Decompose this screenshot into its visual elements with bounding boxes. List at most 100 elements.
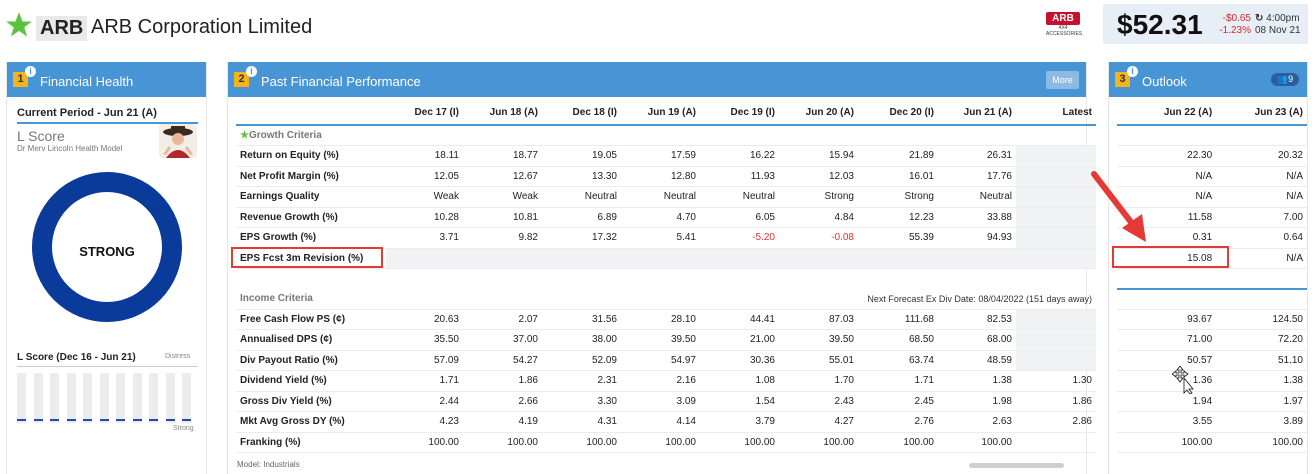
more-button[interactable]: More xyxy=(1046,71,1079,89)
refresh-icon[interactable]: ↻ xyxy=(1255,13,1264,24)
table-cell: 2.76 xyxy=(858,411,938,433)
date-text: 08 Nov 21 xyxy=(1255,25,1301,36)
table-cell: 1.86 xyxy=(463,370,542,392)
table-cell xyxy=(621,248,700,269)
lscore-donut: STRONG xyxy=(32,172,182,322)
price-change: -$0.65 -1.23% xyxy=(1219,13,1251,37)
table-cell xyxy=(700,248,779,269)
divider xyxy=(17,122,198,124)
table-cell: 9.82 xyxy=(463,227,542,249)
empty-cell xyxy=(779,125,858,146)
table-cell: -0.08 xyxy=(779,227,858,249)
lscore-level-marker xyxy=(149,419,158,421)
table-cell: 10.81 xyxy=(463,207,542,228)
table-cell: 2.43 xyxy=(779,391,858,412)
past-performance-panel: 2 i Past Financial Performance More Dec … xyxy=(227,62,1096,474)
table-row: Div Payout Ratio (%) 57.09 54.27 52.09 54.97… xyxy=(236,350,1096,371)
table-cell: Neutral xyxy=(542,186,621,208)
section-title-cell: Income Criteria xyxy=(236,288,386,310)
table-cell: 3.09 xyxy=(621,391,700,412)
row-label: Revenue Growth (%) xyxy=(236,207,386,228)
info-icon[interactable]: i xyxy=(1127,66,1138,77)
table-cell xyxy=(1016,145,1096,167)
red-arrow-annotation xyxy=(1091,171,1146,242)
lscore-history-bar xyxy=(116,373,125,423)
table-cell: 17.32 xyxy=(542,227,621,249)
table-cell: N/A xyxy=(1216,186,1307,208)
current-period: Current Period - Jun 21 (A) xyxy=(17,107,157,119)
table-cell xyxy=(858,248,938,269)
table-cell: 1.30 xyxy=(1016,370,1096,392)
panel-header: 2 i Past Financial Performance More xyxy=(228,62,1086,97)
table-cell: 111.68 xyxy=(858,309,938,330)
table-cell: 87.03 xyxy=(779,309,858,330)
column-header: Jun 22 (A) xyxy=(1117,100,1217,126)
star-icon[interactable] xyxy=(5,11,33,39)
table-cell: -5.20 xyxy=(700,227,779,249)
table-cell xyxy=(1016,227,1096,249)
spacer-row xyxy=(1117,269,1307,289)
table-cell: 72.20 xyxy=(1216,329,1307,351)
header: ARB ARB Corporation Limited ARB 4X4 ACCE… xyxy=(0,0,1312,56)
table-row: 15.08 N/A xyxy=(1117,248,1307,269)
table-cell: Strong xyxy=(779,186,858,208)
info-icon[interactable]: i xyxy=(246,66,257,77)
table-row: 3.55 3.89 xyxy=(1117,411,1307,433)
table-cell: 3.89 xyxy=(1216,411,1307,433)
table-cell: 11.93 xyxy=(700,166,779,187)
table-cell: 68.00 xyxy=(938,329,1016,351)
table-cell: N/A xyxy=(1117,166,1217,187)
table-cell: 100.00 xyxy=(779,432,858,453)
panel-number: 3 xyxy=(1115,72,1130,87)
strong-label: Strong xyxy=(173,425,194,432)
table-cell: 2.16 xyxy=(621,370,700,392)
distress-label: Distress xyxy=(165,353,191,360)
lscore-history-bar xyxy=(50,373,59,423)
table-row: Franking (%) 100.00 100.00 100.00 100.00 100.… xyxy=(236,432,1096,453)
row-label: Free Cash Flow PS (¢) xyxy=(236,309,386,330)
row-label: EPS Fcst 3m Revision (%) xyxy=(236,248,386,269)
lscore-level-marker xyxy=(17,419,26,421)
table-row: 22.30 20.32 xyxy=(1117,145,1307,167)
lscore-history-bar xyxy=(149,373,158,423)
table-cell xyxy=(463,248,542,269)
lscore-history-bar xyxy=(132,373,142,423)
info-icon[interactable]: i xyxy=(25,66,36,77)
table-cell: 31.56 xyxy=(542,309,621,330)
row-label: Div Payout Ratio (%) xyxy=(236,350,386,371)
analyst-count-badge[interactable]: 👥9 xyxy=(1271,73,1299,86)
table-cell xyxy=(1016,248,1096,269)
table-cell: 10.28 xyxy=(386,207,463,228)
empty-cell xyxy=(463,125,542,146)
table-cell: 15.08 xyxy=(1117,248,1217,269)
panel-title: Outlook xyxy=(1142,74,1187,89)
table-cell: 100.00 xyxy=(938,432,1016,453)
table-cell: 71.00 xyxy=(1117,329,1217,351)
lscore-history-label: L Score (Dec 16 - Jun 21) xyxy=(17,352,136,363)
table-cell: 1.38 xyxy=(938,370,1016,392)
table-cell xyxy=(779,248,858,269)
table-cell: Neutral xyxy=(700,186,779,208)
move-cursor-icon xyxy=(1172,366,1194,394)
column-header: Jun 19 (A) xyxy=(621,100,700,126)
table-cell: 7.00 xyxy=(1216,207,1307,228)
lscore-level-marker xyxy=(83,419,92,421)
lscore-history-bar xyxy=(33,373,43,423)
table-cell: 48.59 xyxy=(938,350,1016,371)
horizontal-scrollbar[interactable] xyxy=(969,463,1064,468)
divider xyxy=(17,366,198,367)
table-cell: 17.59 xyxy=(621,145,700,167)
table-cell: 6.05 xyxy=(700,207,779,228)
table-row: EPS Growth (%) 3.71 9.82 17.32 5.41 -5.20 -0.0… xyxy=(236,227,1096,249)
table-cell xyxy=(1016,329,1096,351)
star-icon: ★ xyxy=(240,130,249,141)
table-cell xyxy=(1016,432,1096,453)
table-cell: 5.41 xyxy=(621,227,700,249)
table-cell: 94.93 xyxy=(938,227,1016,249)
spacer-row xyxy=(236,269,1096,289)
table-row: 1.94 1.97 xyxy=(1117,391,1307,412)
table-cell: 4.27 xyxy=(779,411,858,433)
table-cell: 100.00 xyxy=(386,432,463,453)
section-row xyxy=(1117,125,1307,146)
table-cell: 1.98 xyxy=(938,391,1016,412)
